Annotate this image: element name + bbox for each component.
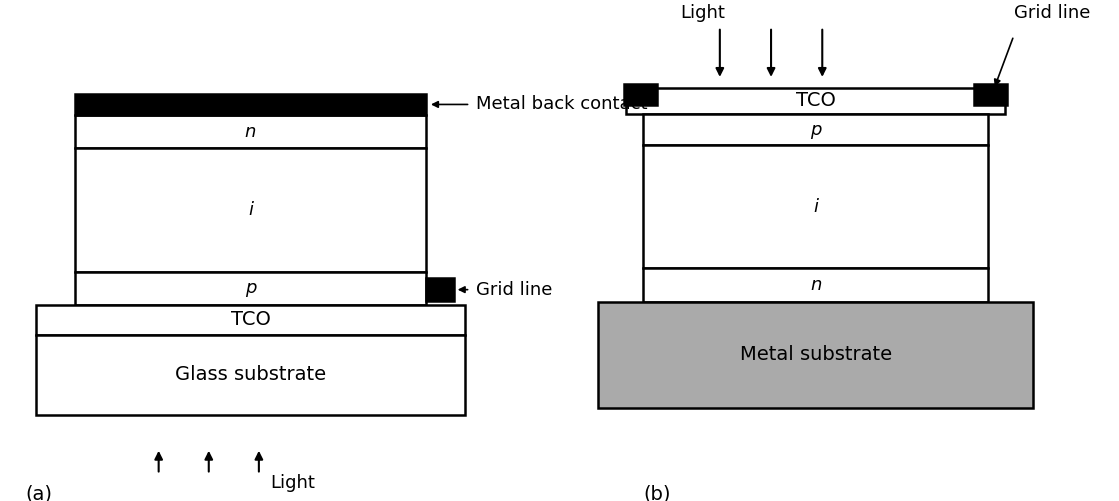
Bar [75,272,426,305]
Bar [426,278,453,301]
Text: Light: Light [679,5,725,23]
Text: i: i [248,201,253,219]
Bar [36,335,464,415]
Text: TCO: TCO [231,310,271,329]
Text: p: p [245,279,256,297]
Text: n: n [245,123,256,141]
Text: p: p [810,121,821,139]
Text: Metal substrate: Metal substrate [740,345,892,364]
Text: n: n [810,276,821,294]
Bar [643,269,988,302]
Bar [627,88,1005,114]
Text: Grid line: Grid line [476,281,553,299]
Bar [75,94,426,115]
Text: i: i [814,198,818,216]
Bar [974,84,1007,105]
Text: Glass substrate: Glass substrate [175,365,326,384]
Text: (a): (a) [25,485,53,501]
Bar [75,115,426,148]
Bar [624,84,658,105]
Bar [643,145,988,269]
Text: TCO: TCO [796,91,836,110]
Bar [643,114,988,145]
Text: Grid line: Grid line [1014,5,1090,23]
Text: Metal back contact: Metal back contact [476,96,648,113]
Bar [75,148,426,272]
Text: (b): (b) [643,485,670,501]
Bar [599,302,1033,408]
Bar [36,305,464,335]
Text: Light: Light [270,474,314,492]
